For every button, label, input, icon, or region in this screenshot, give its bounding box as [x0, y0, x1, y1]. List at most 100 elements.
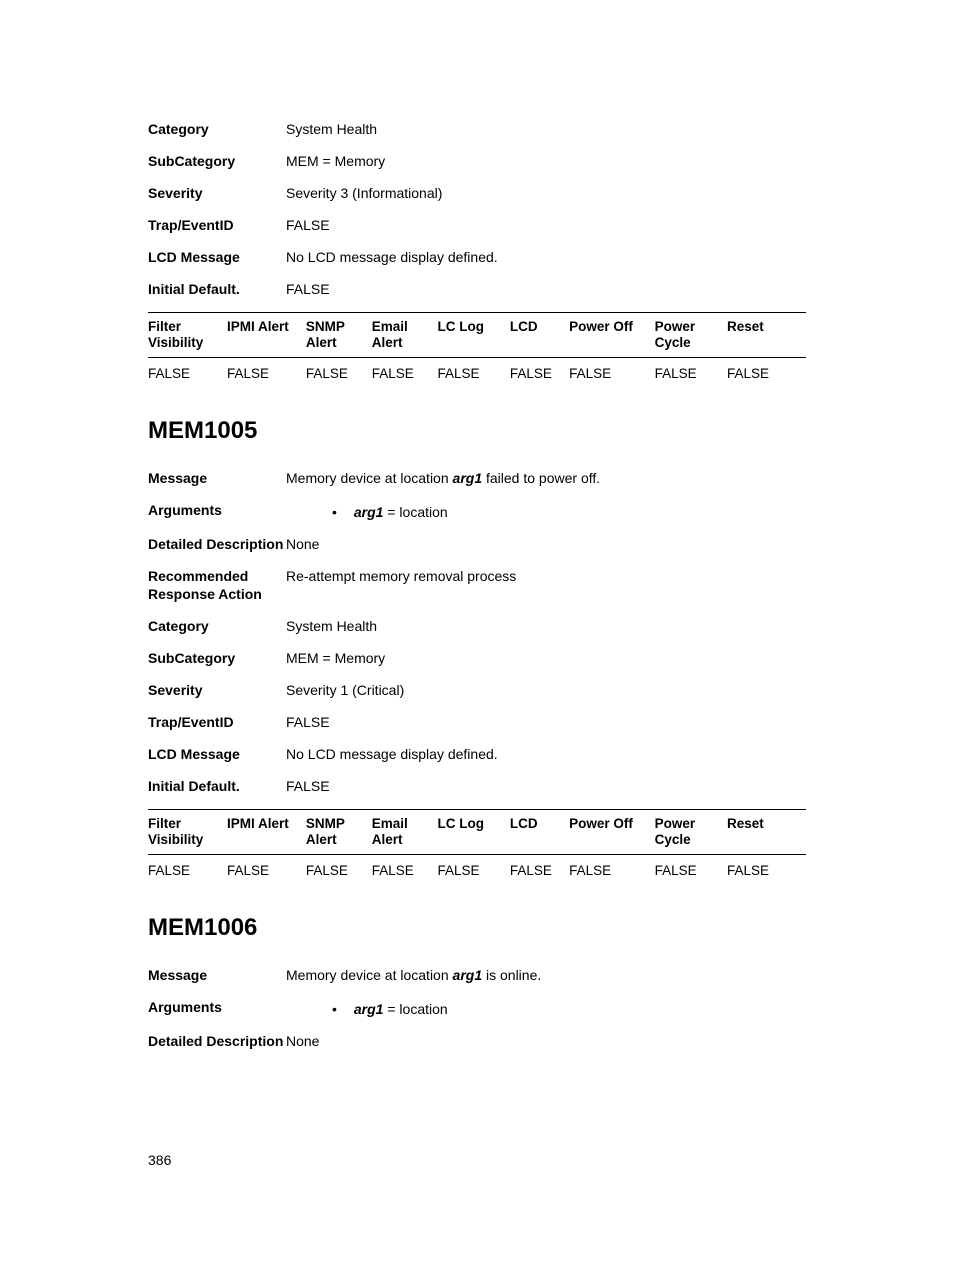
- cell: FALSE: [510, 358, 569, 390]
- field-label: LCD Message: [148, 248, 286, 266]
- field-value: FALSE: [286, 713, 806, 731]
- col-header: Filter Visibility: [148, 810, 227, 855]
- field-value: FALSE: [286, 777, 806, 795]
- cell: FALSE: [655, 855, 727, 887]
- cell: FALSE: [306, 855, 372, 887]
- field-value: No LCD message display defined.: [286, 248, 806, 266]
- field-value: None: [286, 1032, 806, 1050]
- message-post: is online.: [482, 967, 541, 983]
- field-row: SubCategory MEM = Memory: [148, 152, 806, 170]
- col-header: Email Alert: [372, 810, 438, 855]
- col-header: Email Alert: [372, 313, 438, 358]
- bullet-icon: •: [332, 503, 350, 521]
- message-post: failed to power off.: [482, 470, 600, 486]
- cell: FALSE: [227, 855, 306, 887]
- field-label: Initial Default.: [148, 280, 286, 298]
- field-label: Category: [148, 120, 286, 138]
- arg-desc: = location: [383, 504, 447, 520]
- arguments-list: • arg1 = location: [286, 503, 806, 521]
- field-value: • arg1 = location: [286, 501, 806, 521]
- col-header: Power Off: [569, 313, 655, 358]
- field-label: Arguments: [148, 501, 286, 521]
- field-row: Severity Severity 3 (Informational): [148, 184, 806, 202]
- arg-name: arg1: [354, 504, 384, 520]
- col-header: Filter Visibility: [148, 313, 227, 358]
- field-row: Category System Health: [148, 617, 806, 635]
- field-row: Initial Default. FALSE: [148, 280, 806, 298]
- field-label: Message: [148, 469, 286, 487]
- field-value: Severity 3 (Informational): [286, 184, 806, 202]
- field-row: Initial Default. FALSE: [148, 777, 806, 795]
- table-header-row: Filter Visibility IPMI Alert SNMP Alert …: [148, 810, 806, 855]
- table-row: FALSE FALSE FALSE FALSE FALSE FALSE FALS…: [148, 855, 806, 887]
- field-value: FALSE: [286, 216, 806, 234]
- cell: FALSE: [227, 358, 306, 390]
- field-value: • arg1 = location: [286, 998, 806, 1018]
- field-row: Category System Health: [148, 120, 806, 138]
- col-header: Power Off: [569, 810, 655, 855]
- field-value: FALSE: [286, 280, 806, 298]
- col-header: Reset: [727, 313, 806, 358]
- cell: FALSE: [438, 358, 510, 390]
- cell: FALSE: [569, 855, 655, 887]
- table-row: FALSE FALSE FALSE FALSE FALSE FALSE FALS…: [148, 358, 806, 390]
- field-value: Memory device at location arg1 failed to…: [286, 469, 806, 487]
- field-label: Category: [148, 617, 286, 635]
- field-row: SubCategory MEM = Memory: [148, 649, 806, 667]
- field-value: System Health: [286, 120, 806, 138]
- cell: FALSE: [372, 855, 438, 887]
- flags-table-1: Filter Visibility IPMI Alert SNMP Alert …: [148, 809, 806, 886]
- field-row: LCD Message No LCD message display defin…: [148, 248, 806, 266]
- col-header: LC Log: [438, 810, 510, 855]
- field-row: Message Memory device at location arg1 f…: [148, 469, 806, 487]
- col-header: LC Log: [438, 313, 510, 358]
- field-label: Detailed Description: [148, 535, 286, 553]
- col-header: SNMP Alert: [306, 313, 372, 358]
- section-2-fields: Message Memory device at location arg1 i…: [148, 966, 806, 1050]
- field-label: Trap/EventID: [148, 216, 286, 234]
- section-1-fields: Message Memory device at location arg1 f…: [148, 469, 806, 795]
- message-pre: Memory device at location: [286, 470, 453, 486]
- field-row: LCD Message No LCD message display defin…: [148, 745, 806, 763]
- field-value: System Health: [286, 617, 806, 635]
- cell: FALSE: [372, 358, 438, 390]
- field-value: Re-attempt memory removal process: [286, 567, 806, 603]
- field-label: Severity: [148, 681, 286, 699]
- arg-desc: = location: [383, 1001, 447, 1017]
- bullet-icon: •: [332, 1000, 350, 1018]
- message-arg: arg1: [453, 967, 483, 983]
- message-arg: arg1: [453, 470, 483, 486]
- field-value: No LCD message display defined.: [286, 745, 806, 763]
- field-value: MEM = Memory: [286, 152, 806, 170]
- field-value: None: [286, 535, 806, 553]
- cell: FALSE: [727, 358, 806, 390]
- col-header: Power Cycle: [655, 313, 727, 358]
- page-number: 386: [148, 1152, 171, 1168]
- field-row: Recommended Response Action Re-attempt m…: [148, 567, 806, 603]
- arguments-list: • arg1 = location: [286, 1000, 806, 1018]
- field-label: SubCategory: [148, 152, 286, 170]
- message-pre: Memory device at location: [286, 967, 453, 983]
- col-header: Power Cycle: [655, 810, 727, 855]
- cell: FALSE: [510, 855, 569, 887]
- field-label: Trap/EventID: [148, 713, 286, 731]
- field-value: Memory device at location arg1 is online…: [286, 966, 806, 984]
- arg-name: arg1: [354, 1001, 384, 1017]
- field-label: Initial Default.: [148, 777, 286, 795]
- field-label: LCD Message: [148, 745, 286, 763]
- field-label: Arguments: [148, 998, 286, 1018]
- field-value: Severity 1 (Critical): [286, 681, 806, 699]
- field-row: Detailed Description None: [148, 1032, 806, 1050]
- col-header: LCD: [510, 313, 569, 358]
- field-label: Recommended Response Action: [148, 567, 286, 603]
- field-label: SubCategory: [148, 649, 286, 667]
- cell: FALSE: [727, 855, 806, 887]
- col-header: Reset: [727, 810, 806, 855]
- cell: FALSE: [306, 358, 372, 390]
- col-header: SNMP Alert: [306, 810, 372, 855]
- document-page: Category System Health SubCategory MEM =…: [0, 0, 954, 1268]
- cell: FALSE: [148, 358, 227, 390]
- field-value: MEM = Memory: [286, 649, 806, 667]
- field-label: Message: [148, 966, 286, 984]
- field-row: Arguments • arg1 = location: [148, 501, 806, 521]
